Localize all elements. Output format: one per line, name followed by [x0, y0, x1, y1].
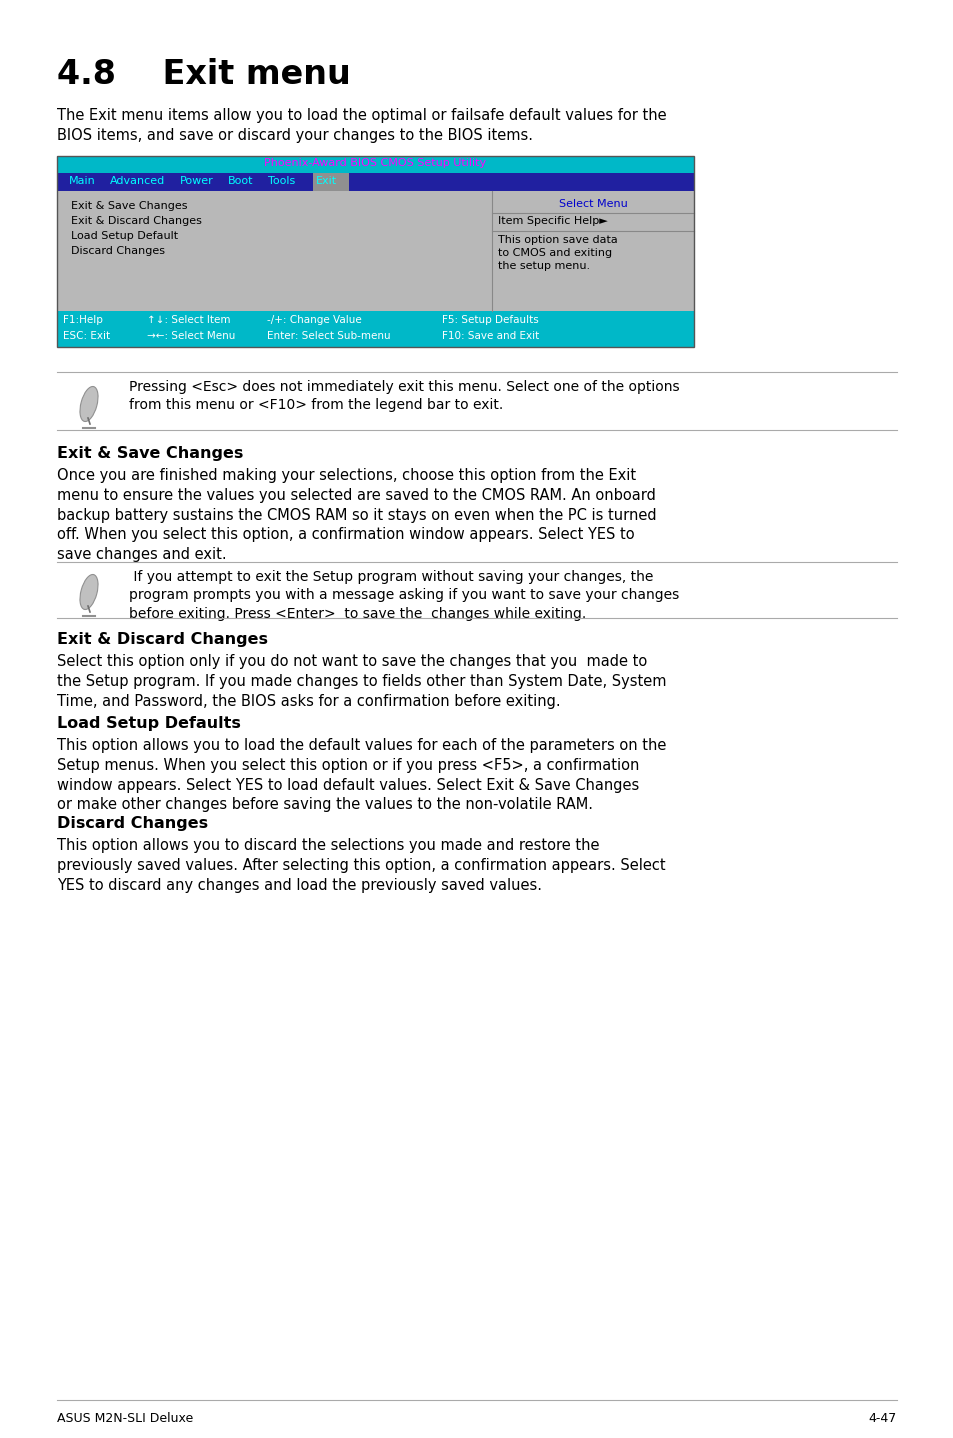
- Ellipse shape: [80, 387, 98, 421]
- Text: Select this option only if you do not want to save the changes that you  made to: Select this option only if you do not wa…: [57, 654, 666, 709]
- Text: Exit & Save Changes: Exit & Save Changes: [71, 201, 188, 211]
- Text: If you attempt to exit the Setup program without saving your changes, the
progra: If you attempt to exit the Setup program…: [129, 569, 679, 621]
- Text: 4.8    Exit menu: 4.8 Exit menu: [57, 58, 351, 91]
- Text: -/+: Change Value: -/+: Change Value: [267, 315, 361, 325]
- Text: Phoenix-Award BIOS CMOS Setup Utility: Phoenix-Award BIOS CMOS Setup Utility: [264, 158, 485, 168]
- Text: Load Setup Defaults: Load Setup Defaults: [57, 716, 240, 731]
- Text: Item Specific Help►: Item Specific Help►: [497, 216, 607, 226]
- Text: →←: Select Menu: →←: Select Menu: [147, 331, 235, 341]
- Text: Exit & Discard Changes: Exit & Discard Changes: [71, 216, 202, 226]
- Text: Exit: Exit: [315, 175, 337, 186]
- Text: This option save data
to CMOS and exiting
the setup menu.: This option save data to CMOS and exitin…: [497, 234, 618, 272]
- Text: Exit & Discard Changes: Exit & Discard Changes: [57, 631, 268, 647]
- Text: Exit & Save Changes: Exit & Save Changes: [57, 446, 243, 462]
- Text: Discard Changes: Discard Changes: [71, 246, 165, 256]
- Text: Power: Power: [179, 175, 213, 186]
- Text: F10: Save and Exit: F10: Save and Exit: [441, 331, 538, 341]
- Text: Pressing <Esc> does not immediately exit this menu. Select one of the options
fr: Pressing <Esc> does not immediately exit…: [129, 380, 679, 413]
- Text: This option allows you to discard the selections you made and restore the
previo: This option allows you to discard the se…: [57, 838, 665, 893]
- Text: The Exit menu items allow you to load the optimal or failsafe default values for: The Exit menu items allow you to load th…: [57, 108, 666, 142]
- Text: Select Menu: Select Menu: [558, 198, 627, 209]
- Bar: [57, 311, 693, 347]
- Text: Discard Changes: Discard Changes: [57, 815, 208, 831]
- Text: Boot: Boot: [227, 175, 253, 186]
- Text: Tools: Tools: [268, 175, 295, 186]
- Bar: [57, 173, 693, 191]
- Bar: [313, 173, 349, 191]
- Text: ASUS M2N-SLI Deluxe: ASUS M2N-SLI Deluxe: [57, 1412, 193, 1425]
- Text: This option allows you to load the default values for each of the parameters on : This option allows you to load the defau…: [57, 738, 666, 812]
- Ellipse shape: [80, 575, 98, 610]
- Text: ESC: Exit: ESC: Exit: [63, 331, 110, 341]
- Text: F5: Setup Defaults: F5: Setup Defaults: [441, 315, 538, 325]
- Text: Load Setup Default: Load Setup Default: [71, 232, 178, 242]
- Text: Enter: Select Sub-menu: Enter: Select Sub-menu: [267, 331, 390, 341]
- Bar: [57, 191, 693, 311]
- Text: Once you are finished making your selections, choose this option from the Exit
m: Once you are finished making your select…: [57, 467, 656, 562]
- Text: Main: Main: [69, 175, 95, 186]
- Text: 4-47: 4-47: [868, 1412, 896, 1425]
- Text: Advanced: Advanced: [110, 175, 165, 186]
- Bar: [57, 155, 693, 347]
- Text: F1:Help: F1:Help: [63, 315, 103, 325]
- Text: ↑↓: Select Item: ↑↓: Select Item: [147, 315, 231, 325]
- Bar: [57, 155, 693, 173]
